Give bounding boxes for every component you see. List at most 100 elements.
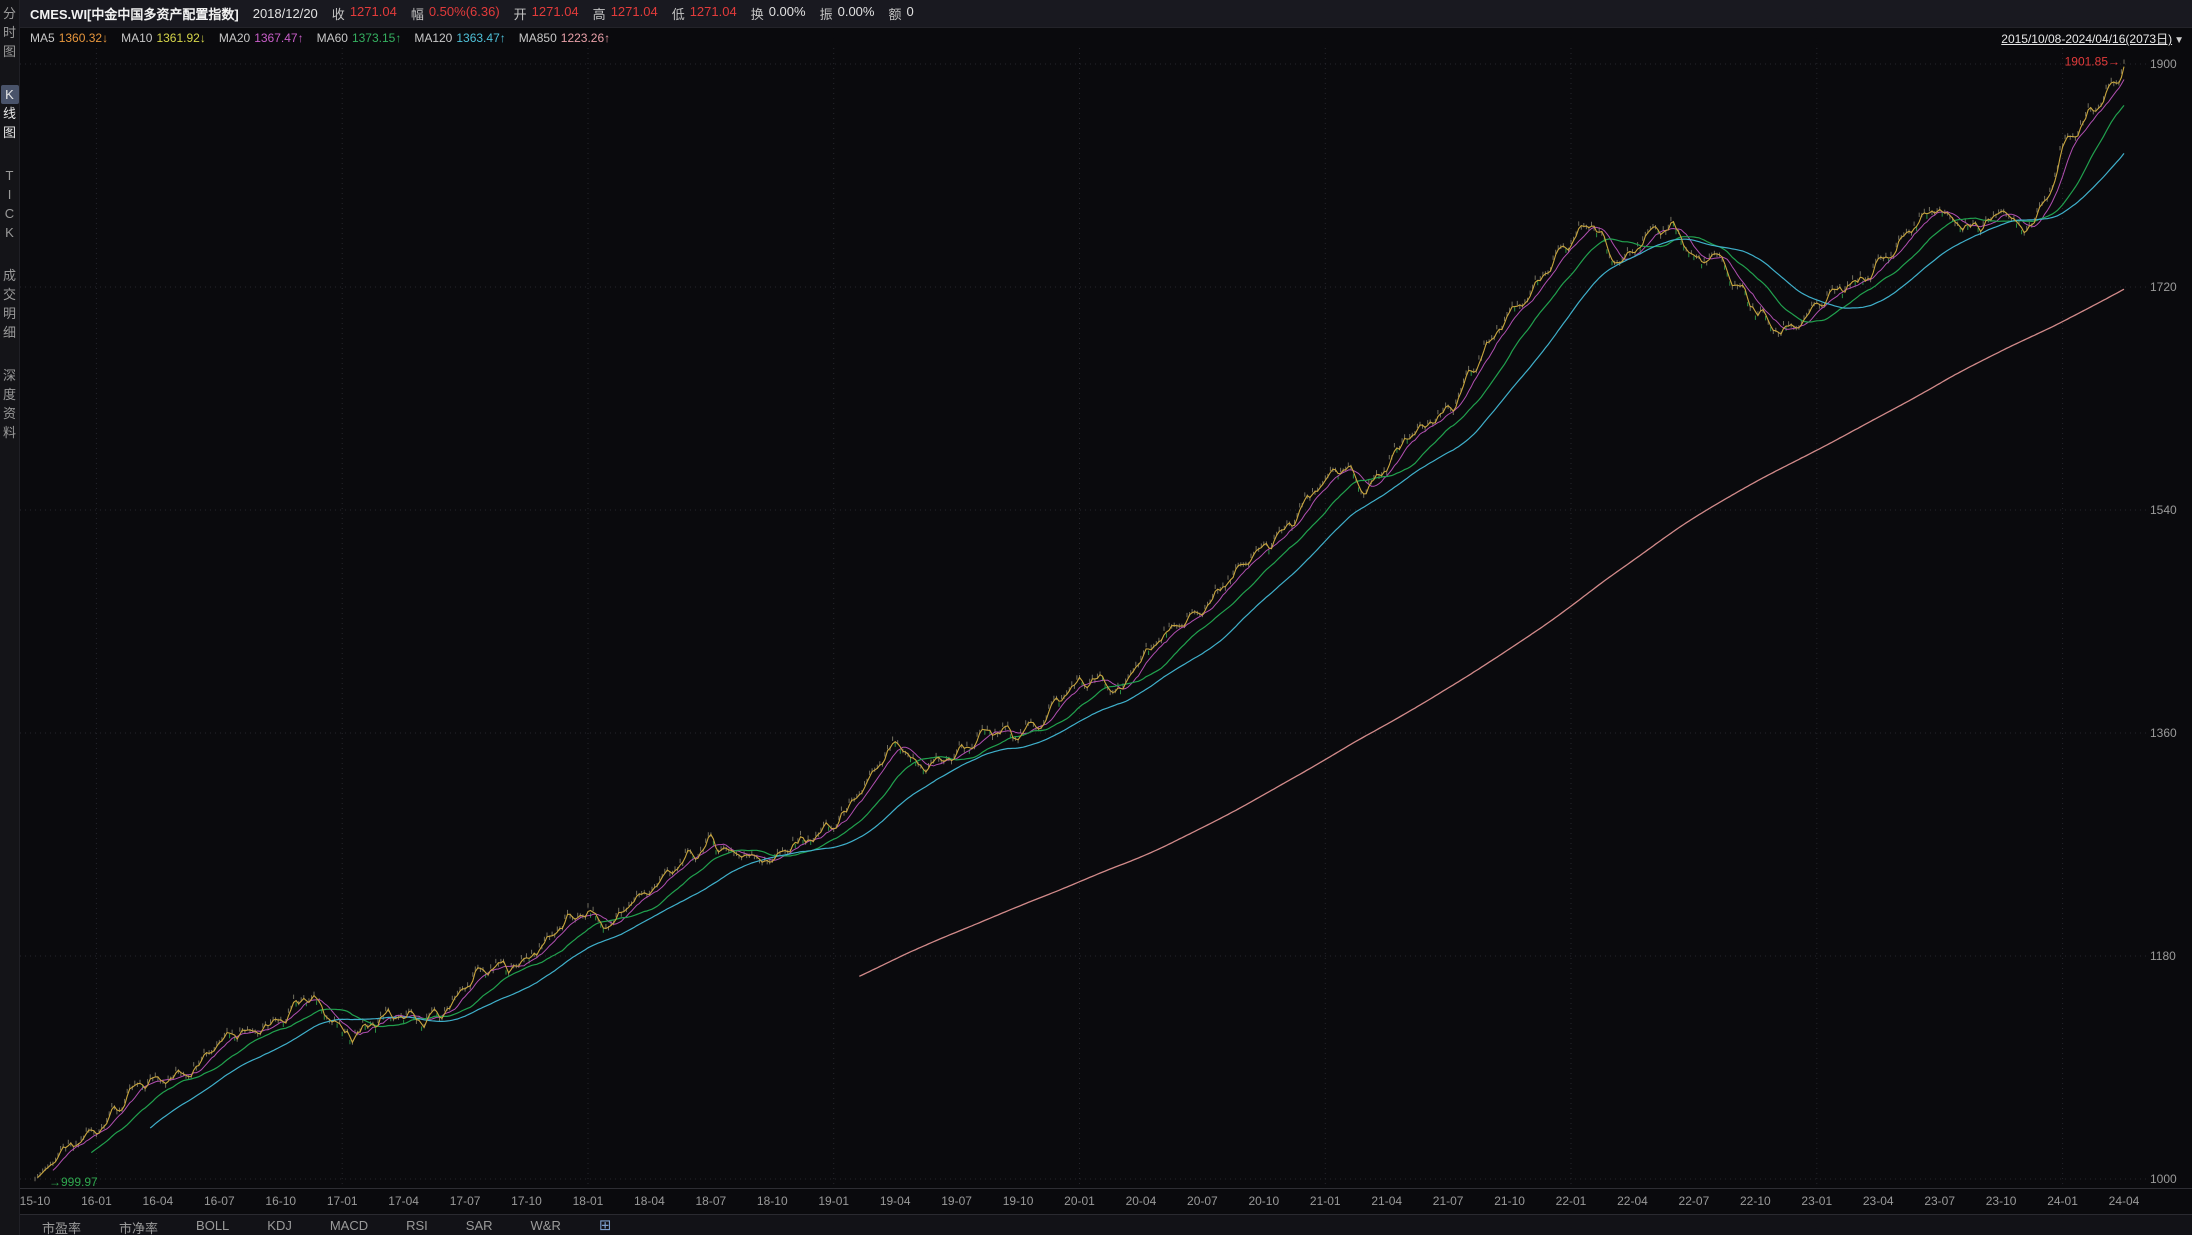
quote-field-value: 0.50%(6.36) [428, 4, 500, 19]
quote-fields: 收 1271.04 幅 0.50%(6.36) 开 1271.04 高 1271.04 低 127… [332, 4, 914, 23]
quote-field-high: 高 1271.04 [593, 4, 658, 23]
quote-field-label: 收 [331, 7, 345, 22]
time-axis-label: 16-04 [142, 1194, 174, 1208]
indicator-tab-sar[interactable]: SAR [465, 1218, 493, 1233]
sidebar-item-char: 图 [2, 44, 16, 59]
sidebar-item-char: 明 [2, 306, 16, 321]
time-axis-label: 18-01 [572, 1194, 604, 1208]
quote-field-label: 额 [888, 7, 902, 22]
sidebar-item-char: 度 [2, 387, 16, 402]
range-dropdown-icon[interactable]: ▼ [2174, 35, 2184, 46]
time-axis-label: 20-07 [1187, 1194, 1218, 1208]
quote-date: 2018/12/20 [252, 6, 318, 21]
price-axis-label: 1540 [2150, 503, 2177, 517]
indicator-tab-pb-ratio[interactable]: 市净率 [119, 1221, 159, 1235]
time-axis-label: 19-01 [818, 1194, 850, 1208]
price-axis-label: 1720 [2150, 280, 2177, 294]
price-axis: 1900 1720 1540 1360 1180 1000 [2146, 48, 2192, 1188]
quote-field-label: 高 [592, 7, 606, 22]
time-axis-label: 15-10 [19, 1194, 51, 1208]
time-axis-label: 21-10 [1494, 1194, 1525, 1208]
time-axis-label: 18-10 [756, 1194, 788, 1208]
time-axis-label: 16-10 [265, 1194, 297, 1208]
sidebar-item-trade-detail[interactable]: 成交明细 [1, 266, 19, 342]
sidebar-item-char: 交 [2, 287, 16, 302]
indicator-tab-pe-ratio[interactable]: 市盈率 [42, 1221, 82, 1235]
line-ma60 [90, 105, 2125, 1154]
ma-label: MA20 [218, 31, 251, 45]
quote-field-value: 0 [906, 4, 914, 19]
indicator-tab-bar: 市盈率 市净率 BOLL KDJ MACD RSI SAR W&R ⊞ [20, 1214, 2192, 1235]
date-range-selector[interactable]: 2015/10/08-2024/04/16(2073日) ▼ [2001, 30, 2184, 47]
quote-field-value: 1271.04 [689, 4, 737, 19]
time-axis-label: 22-07 [1678, 1194, 1710, 1208]
ma-value: 1367.47↑ [254, 31, 304, 45]
ma-value: 1363.47↑ [456, 31, 506, 45]
sidebar-item-char: 资 [2, 406, 16, 421]
sidebar-item-char: 线 [2, 106, 16, 121]
time-axis-label: 19-04 [879, 1194, 911, 1208]
price-axis-label: 1000 [2150, 1172, 2177, 1186]
time-axis-label: 24-01 [2047, 1194, 2078, 1208]
quote-field-label: 幅 [410, 7, 424, 22]
indicator-tab-kdj[interactable]: KDJ [267, 1218, 292, 1233]
ma-legend-ma60: MA60 1373.15↑ [317, 31, 402, 45]
ma-label: MA5 [30, 31, 55, 45]
ma-value: 1361.92↓ [156, 31, 206, 45]
price-axis-label: 1180 [2150, 949, 2176, 963]
time-axis-label: 21-01 [1309, 1194, 1341, 1208]
indicator-tab-macd[interactable]: MACD [329, 1218, 369, 1233]
time-axis-label: 20-04 [1125, 1194, 1157, 1208]
line-ma20 [52, 79, 2125, 1171]
sidebar-item-depth-info[interactable]: 深度资料 [1, 366, 19, 442]
time-axis-label: 17-01 [326, 1194, 358, 1208]
indicator-tab-rsi[interactable]: RSI [406, 1218, 428, 1233]
kline-chart[interactable]: 1901.85→ →999.97 [20, 48, 2146, 1188]
ma-label: MA850 [518, 31, 557, 45]
symbol-title: CMES.WI[中金中国多资产配置指数] [30, 7, 239, 22]
indicator-tab-boll[interactable]: BOLL [196, 1218, 230, 1233]
grid-layout-icon[interactable]: ⊞ [598, 1217, 612, 1234]
price-axis-label: 1900 [2150, 57, 2177, 71]
time-axis-label: 18-07 [695, 1194, 727, 1208]
sidebar-item-char: K [0, 85, 19, 104]
candle-ticks-down [142, 212, 2023, 1090]
time-axis-label: 17-04 [388, 1194, 419, 1208]
time-axis-label: 22-04 [1617, 1194, 1648, 1208]
sidebar-item-char: C [4, 206, 15, 221]
ma-legend-ma10: MA10 1361.92↓ [121, 31, 206, 45]
sidebar-item-char: T [5, 168, 14, 183]
candle-ticks-up [34, 59, 2125, 1182]
line-ma850 [859, 288, 2125, 977]
time-axis-label: 22-10 [1739, 1194, 1771, 1208]
quote-field-value: 1271.04 [610, 4, 658, 19]
time-axis-label: 16-01 [81, 1194, 112, 1208]
ma-value: 1373.15↑ [351, 31, 402, 45]
price-axis-label: 1360 [2150, 726, 2177, 740]
time-axis-label: 17-07 [449, 1194, 481, 1208]
ma-legend-ma120: MA120 1363.47↑ [414, 31, 505, 45]
quote-header-bar: CMES.WI[中金中国多资产配置指数] 2018/12/20 收 1271.04… [20, 0, 2192, 28]
time-axis-label: 20-10 [1248, 1194, 1280, 1208]
quote-field-label: 振 [819, 7, 833, 22]
ma-legend-items: MA5 1360.32↓ MA10 1361.92↓ MA20 1367.47↑ MA60 1… [30, 31, 610, 45]
indicator-tab-wr[interactable]: W&R [530, 1218, 561, 1233]
quote-field-low: 低 1271.04 [672, 4, 737, 23]
quote-field-label: 低 [671, 7, 685, 22]
time-axis-label: 20-01 [1064, 1194, 1095, 1208]
sidebar-item-char: I [7, 187, 12, 202]
sidebar-item-char: 细 [2, 325, 16, 340]
ma-label: MA120 [414, 31, 453, 45]
sidebar-item-time-share[interactable]: 分时图 [1, 4, 19, 61]
sidebar-item-char: 成 [2, 268, 16, 283]
kline-chart-canvas[interactable]: 1901.85→ →999.97 [20, 48, 2146, 1188]
quote-field-label: 开 [513, 7, 527, 22]
sidebar-item-char: 时 [2, 25, 16, 40]
time-axis-label: 23-10 [1985, 1194, 2017, 1208]
time-axis-label: 23-04 [1862, 1194, 1894, 1208]
